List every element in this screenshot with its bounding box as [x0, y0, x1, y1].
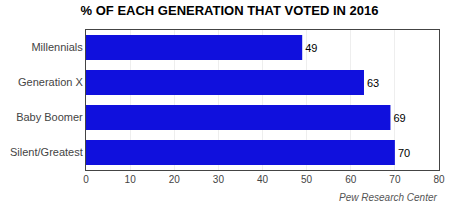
svg-text:60: 60	[345, 174, 357, 185]
svg-text:Millennials: Millennials	[31, 41, 83, 53]
svg-text:63: 63	[367, 77, 379, 89]
svg-text:Generation X: Generation X	[18, 76, 83, 88]
svg-text:Silent/Greatest: Silent/Greatest	[10, 146, 83, 158]
svg-text:49: 49	[305, 42, 317, 54]
svg-text:Baby Boomer: Baby Boomer	[16, 111, 83, 123]
svg-text:0: 0	[83, 174, 89, 185]
svg-text:20: 20	[169, 174, 181, 185]
svg-text:% OF EACH GENERATION THAT VOTE: % OF EACH GENERATION THAT VOTED IN 2016	[81, 3, 379, 18]
svg-text:10: 10	[125, 174, 137, 185]
svg-text:30: 30	[213, 174, 225, 185]
svg-text:70: 70	[389, 174, 401, 185]
svg-text:70: 70	[398, 147, 410, 159]
svg-text:50: 50	[301, 174, 313, 185]
svg-text:Pew Research Center: Pew Research Center	[339, 192, 437, 203]
svg-text:80: 80	[433, 174, 445, 185]
svg-text:69: 69	[393, 112, 405, 124]
svg-text:40: 40	[257, 174, 269, 185]
